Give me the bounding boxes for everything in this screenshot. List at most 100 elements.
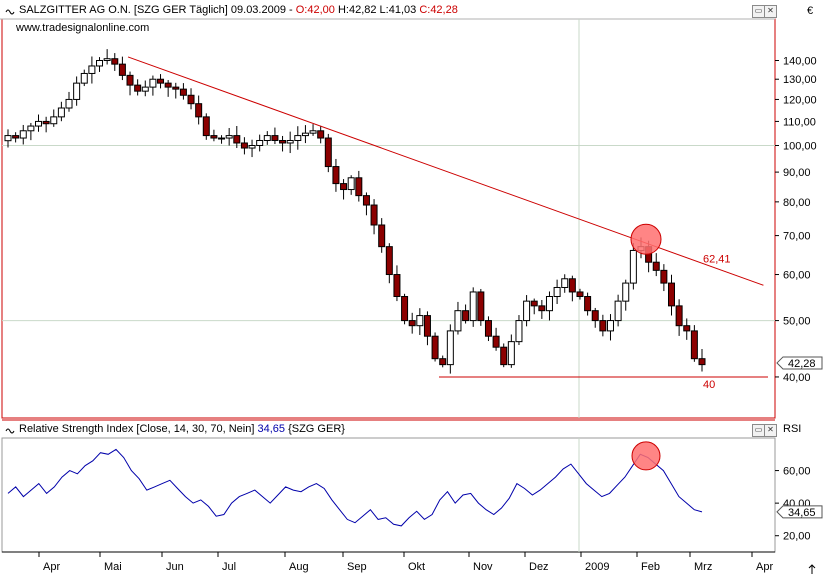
- candle-body: [492, 335, 500, 348]
- candle-body: [675, 305, 683, 327]
- rsi-title: Relative Strength Index [Close, 14, 30, …: [19, 423, 345, 435]
- candle-body: [362, 195, 370, 206]
- rsi-line: [7, 448, 703, 527]
- candle-body: [80, 72, 88, 84]
- candle-body: [683, 325, 691, 332]
- y-tick-label: 60,00: [783, 270, 811, 282]
- rsi-close-button[interactable]: ✕: [764, 424, 777, 437]
- y-tick-label: 70,00: [783, 231, 811, 243]
- rsi-symbol: {SZG GER}: [288, 423, 345, 435]
- candle-body: [355, 177, 363, 197]
- candle-body: [42, 120, 50, 125]
- candle-body: [263, 135, 271, 141]
- rsi-last-label: 34,65: [788, 507, 816, 519]
- x-tick-label: Mrz: [694, 561, 712, 573]
- candle-body: [515, 320, 523, 343]
- y-tick-label: 40,00: [783, 372, 811, 384]
- candle-body: [446, 330, 454, 366]
- candle-body: [660, 269, 668, 284]
- y-tick-label: 140,00: [783, 56, 817, 68]
- close-button[interactable]: ✕: [764, 5, 777, 18]
- candle-body: [210, 135, 218, 139]
- candle-body: [538, 305, 546, 312]
- candle-body: [469, 291, 477, 322]
- candle-body: [332, 166, 340, 185]
- candle-body: [507, 341, 515, 366]
- candle-body: [141, 86, 149, 92]
- currency-label: €: [807, 5, 814, 17]
- y-tick-label: 100,00: [783, 140, 817, 152]
- candle-body: [96, 60, 104, 67]
- candle-body: [179, 88, 187, 96]
- candle-body: [454, 310, 462, 332]
- candle-body: [340, 183, 348, 191]
- scroll-up-icon: [808, 564, 816, 574]
- candle-body: [408, 320, 416, 327]
- candle-body: [233, 135, 241, 144]
- x-tick-label: Aug: [289, 561, 309, 573]
- rsi-last-tag: [776, 505, 823, 519]
- ohlc-high: H:42,82: [337, 4, 377, 16]
- candle-body: [218, 137, 226, 140]
- candle-body: [103, 58, 111, 62]
- candle-body: [423, 315, 431, 337]
- candle-body: [19, 130, 27, 139]
- candle-body: [591, 310, 599, 322]
- candle-body: [317, 130, 325, 139]
- candle-body: [561, 278, 569, 288]
- candle-body: [523, 300, 531, 322]
- rsi-description: Relative Strength Index [Close, 14, 30, …: [19, 423, 255, 435]
- chart-wave-icon: [5, 9, 15, 15]
- x-tick-label: Nov: [473, 561, 493, 573]
- candle-body: [256, 139, 264, 146]
- candle-body: [568, 278, 576, 293]
- last-price-tag: [776, 356, 823, 370]
- candle-body: [88, 65, 96, 74]
- candle-body: [118, 63, 126, 76]
- candle-body: [545, 296, 553, 312]
- candle-body: [385, 246, 393, 276]
- candle-body: [195, 103, 203, 118]
- candle-body: [431, 335, 439, 360]
- candle-body: [301, 132, 309, 137]
- candle-body: [225, 135, 233, 139]
- candle-body: [248, 144, 256, 149]
- candle-body: [484, 320, 492, 337]
- rsi-axis-label: RSI: [783, 423, 802, 435]
- trendline-value-label: 62,41: [703, 254, 731, 266]
- rsi-wave-icon: [5, 428, 15, 434]
- x-tick-label: Mai: [104, 561, 122, 573]
- rsi-tick-label: 60,00: [783, 466, 811, 478]
- candle-body: [500, 346, 508, 366]
- candle-body: [698, 358, 706, 366]
- candle-body: [477, 291, 485, 322]
- ohlc-low: L:41,03: [379, 4, 417, 16]
- candle-body: [149, 78, 157, 88]
- candle-body: [12, 135, 20, 139]
- candle-body: [134, 84, 142, 92]
- candle-body: [157, 78, 165, 84]
- x-tick-label: Dez: [529, 561, 549, 573]
- rsi-tick-label: 20,00: [783, 531, 811, 543]
- x-tick-label: Sep: [347, 561, 367, 573]
- candle-body: [187, 94, 195, 105]
- candle-body: [73, 82, 81, 100]
- candle-body: [57, 107, 65, 118]
- candle-body: [294, 135, 302, 141]
- candle-body: [324, 137, 332, 168]
- rsi-value: 34,65: [257, 423, 286, 435]
- candle-body: [172, 86, 180, 90]
- candle-body: [652, 261, 660, 271]
- candle-body: [347, 177, 355, 191]
- candle-body: [614, 300, 622, 322]
- candle-body: [111, 58, 119, 65]
- instrument-title: SALZGITTER AG O.N. [SZG GER Täglich] 09.…: [19, 4, 286, 16]
- candle-body: [35, 120, 43, 127]
- candle-body: [378, 224, 386, 248]
- x-tick-label: Jul: [222, 561, 236, 573]
- last-price-label: 42,28: [788, 358, 816, 370]
- candle-body: [240, 142, 248, 149]
- x-tick-label: Feb: [641, 561, 660, 573]
- candle-body: [27, 125, 35, 132]
- candle-body: [202, 116, 210, 137]
